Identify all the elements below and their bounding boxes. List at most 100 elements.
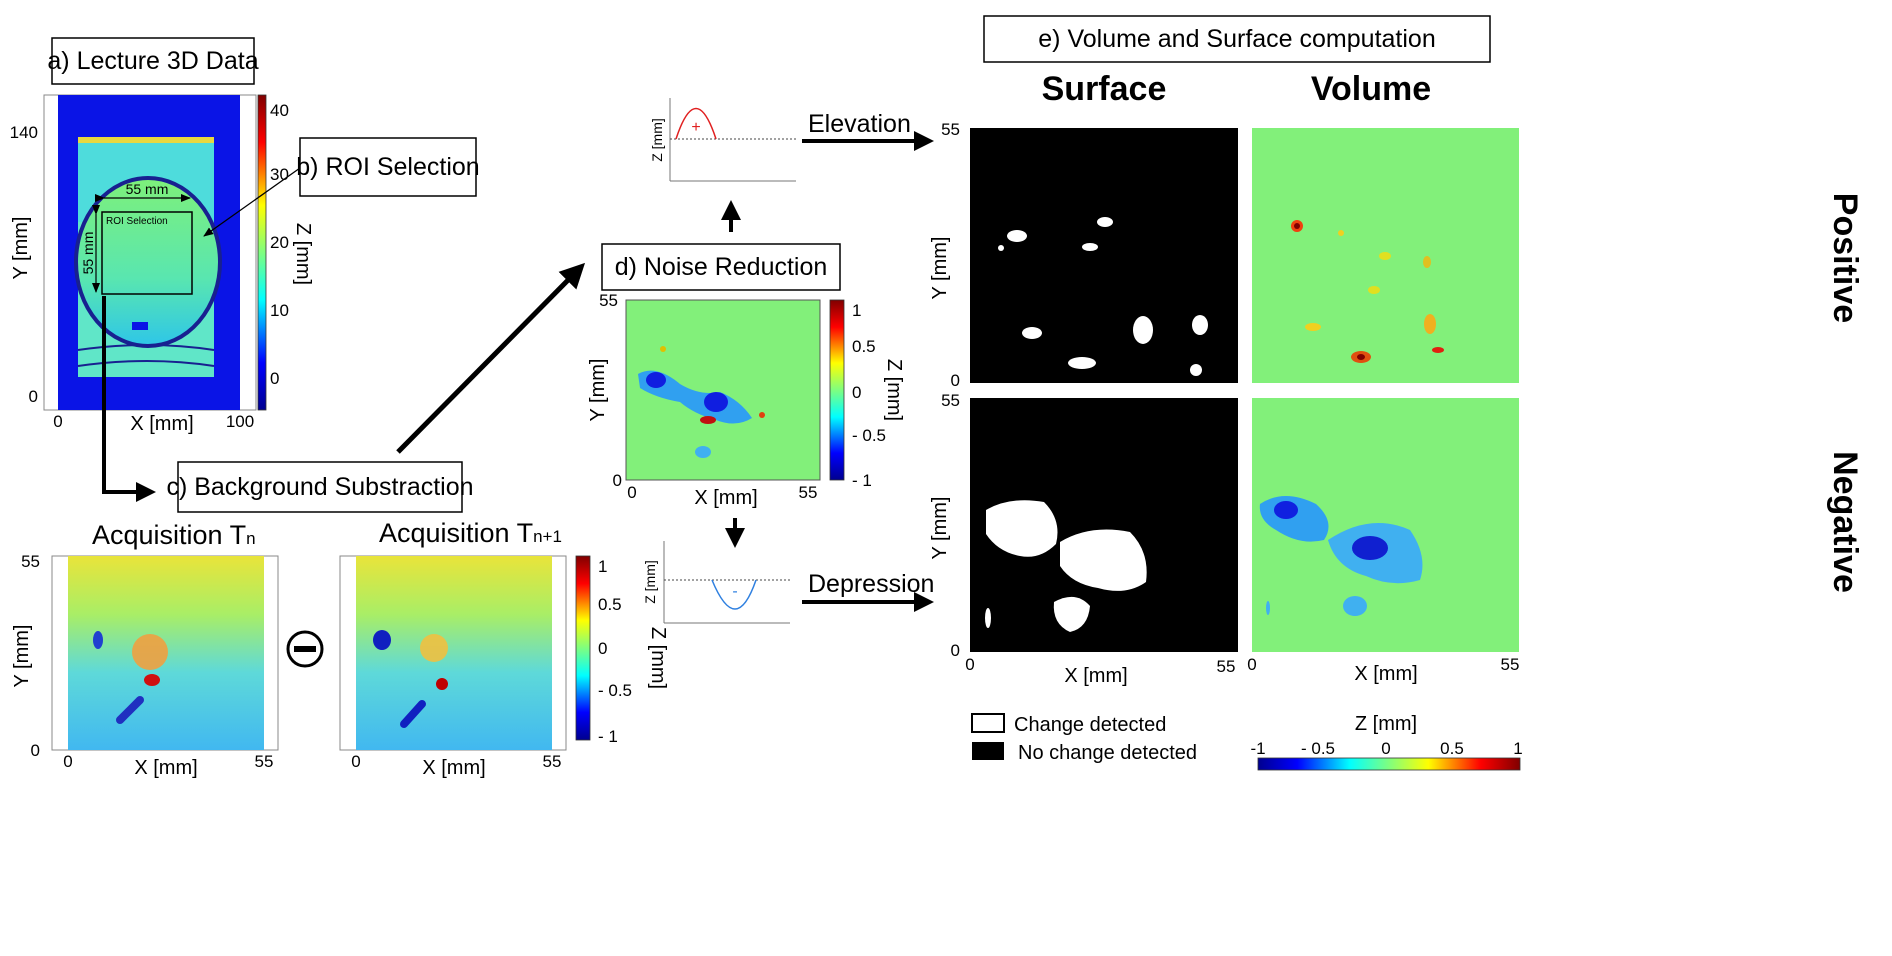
positive-row-title: Positive xyxy=(1826,193,1864,323)
volume-positive-plot xyxy=(1252,128,1519,416)
panel-a-ytick: 0 xyxy=(29,387,38,406)
panel-a-ytick: 140 xyxy=(10,123,38,142)
colorbar-e-tick: 0 xyxy=(1381,739,1390,758)
surface-positive-plot: 55 0 Y [mm] xyxy=(929,120,1238,425)
elevation-ylabel: Z [mm] xyxy=(649,118,665,162)
acquisition-tn1-text: Acquisition Tn+1 xyxy=(379,518,562,548)
colorbar-c-tick: 1 xyxy=(598,557,607,576)
roi-pointer-arrow xyxy=(203,167,301,237)
acq-tn-xtick: 0 xyxy=(63,752,72,771)
depression-sketch: - Z [mm] xyxy=(642,541,790,624)
colorbar-e-tick: - 0.5 xyxy=(1301,739,1335,758)
surface-negative-plot: 55 0 0 55 X [mm] Y [mm] xyxy=(929,391,1238,687)
colorbar-a-tick: 30 xyxy=(270,165,289,184)
legend-change-swatch xyxy=(971,713,1005,733)
colorbar-c-tick: - 1 xyxy=(598,727,618,746)
volume-column-title: Volume xyxy=(1311,70,1431,108)
depression-label: Depression xyxy=(808,570,934,598)
acquisition-tn1-heatmap xyxy=(356,556,552,750)
colorbar-d-tick: 0 xyxy=(852,383,861,402)
roi-rectangle xyxy=(101,211,193,295)
surface-neg-xtick: 55 xyxy=(1217,657,1236,676)
colorbar-d-tick: 0.5 xyxy=(852,337,876,356)
colorbar-c-tick: - 0.5 xyxy=(598,681,632,700)
colorbar-c-tick: 0 xyxy=(598,639,607,658)
colorbar-a-label: Z [mm] xyxy=(292,223,314,285)
acq-tn-xtick: 55 xyxy=(255,752,274,771)
step-a-box: a) Lecture 3D Data xyxy=(47,37,259,85)
colorbar-e-tick: 1 xyxy=(1513,739,1522,758)
elevation-plus: + xyxy=(691,119,700,136)
acq-tn-ytick: 0 xyxy=(31,741,40,760)
roi-text: ROI Selection xyxy=(106,216,168,227)
step-c-box: c) Background Substraction xyxy=(166,461,474,513)
panel-e-colorbar: Z [mm] -1 - 0.5 0 0.5 1 xyxy=(1250,713,1523,771)
panel-a-xlabel: X [mm] xyxy=(130,413,193,435)
acquisition-tn-title: Acquisition Tn xyxy=(92,520,256,550)
colorbar-a-tick: 0 xyxy=(270,369,279,388)
panel-d-ytick: 55 xyxy=(599,291,618,310)
colorbar-c-label: Z [mm] xyxy=(647,627,669,689)
colorbar-d-tick: - 1 xyxy=(852,471,872,490)
panel-d-ylabel: Y [mm] xyxy=(587,359,609,422)
panel-d-xtick: 55 xyxy=(799,483,818,502)
surface-positive-map xyxy=(970,128,1238,383)
surface-neg-xlabel: X [mm] xyxy=(1064,665,1127,687)
step-d-label: d) Noise Reduction xyxy=(615,253,828,281)
panel-d-plot: 55 0 0 55 X [mm] Y [mm] xyxy=(587,291,821,509)
legend-nochange-swatch xyxy=(972,742,1004,760)
acquisition-tn-text: Acquisition Tn xyxy=(92,520,256,550)
elevation-label: Elevation xyxy=(808,110,911,138)
step-b-label: b) ROI Selection xyxy=(296,153,479,181)
step-e-box: e) Volume and Surface computation xyxy=(983,15,1491,63)
volume-neg-xlabel: X [mm] xyxy=(1354,663,1417,685)
volume-neg-xtick: 0 xyxy=(1247,655,1256,674)
minus-operator-icon xyxy=(286,630,324,668)
colorbar-d-label: Z [mm] xyxy=(883,359,905,421)
acquisition-tn-plot: 55 0 0 55 X [mm] Y [mm] xyxy=(11,552,279,779)
change-legend: Change detected No change detected xyxy=(971,713,1197,764)
acq-tn-xlabel: X [mm] xyxy=(134,757,197,779)
depression-minus: - xyxy=(732,583,737,600)
surface-column-title: Surface xyxy=(1042,70,1167,108)
roi-width-label: 55 mm xyxy=(126,181,169,197)
volume-negative-plot: 0 55 X [mm] xyxy=(1247,398,1519,685)
step-b-box: b) ROI Selection xyxy=(296,137,480,197)
colorbar-d-tick: - 0.5 xyxy=(852,426,886,445)
panel-a-plot: ROI Selection 55 mm 55 mm 140 0 0 100 X … xyxy=(10,94,257,435)
surface-pos-ylabel: Y [mm] xyxy=(929,237,951,300)
volume-neg-xtick: 55 xyxy=(1501,655,1520,674)
panel-d-xtick: 0 xyxy=(627,483,636,502)
elevation-sketch: + Z [mm] xyxy=(649,98,796,182)
colorbar-a-tick: 10 xyxy=(270,301,289,320)
acquisition-tn1-title: Acquisition Tn+1 xyxy=(379,518,562,548)
panel-d-ytick: 0 xyxy=(613,471,622,490)
surface-neg-xtick: 0 xyxy=(965,655,974,674)
panel-c-colorbar: 1 0.5 0 - 0.5 - 1 Z [mm] xyxy=(575,555,669,746)
colorbar-e-tick: 0.5 xyxy=(1440,739,1464,758)
panel-a-cylinder xyxy=(74,176,222,348)
panel-a-xtick: 0 xyxy=(53,412,62,431)
roi-height-label: 55 mm xyxy=(80,232,96,275)
acq-tn1-xlabel: X [mm] xyxy=(422,757,485,779)
legend-nochange-label: No change detected xyxy=(1018,742,1197,764)
colorbar-c-tick: 0.5 xyxy=(598,595,622,614)
acq-tn1-xtick: 0 xyxy=(351,752,360,771)
surface-pos-ytick: 55 xyxy=(941,120,960,139)
panel-a-xtick: 100 xyxy=(226,412,254,431)
arrow-c-to-d xyxy=(396,262,586,454)
panel-d-xlabel: X [mm] xyxy=(694,487,757,509)
acq-tn1-xtick: 55 xyxy=(543,752,562,771)
arrow-a-to-c xyxy=(102,296,156,502)
acq-tn-ytick: 55 xyxy=(21,552,40,571)
colorbar-e-label: Z [mm] xyxy=(1355,713,1417,735)
colorbar-a-tick: 40 xyxy=(270,101,289,120)
step-a-label: a) Lecture 3D Data xyxy=(47,47,258,75)
depression-ylabel: Z [mm] xyxy=(642,560,658,604)
colorbar-a-tick: 20 xyxy=(270,233,289,252)
panel-a-colorbar: 40 30 20 10 0 Z [mm] xyxy=(257,94,314,411)
panel-a-ylabel: Y [mm] xyxy=(10,217,32,280)
surface-pos-ytick: 0 xyxy=(951,371,960,390)
surface-neg-ytick: 0 xyxy=(951,641,960,660)
